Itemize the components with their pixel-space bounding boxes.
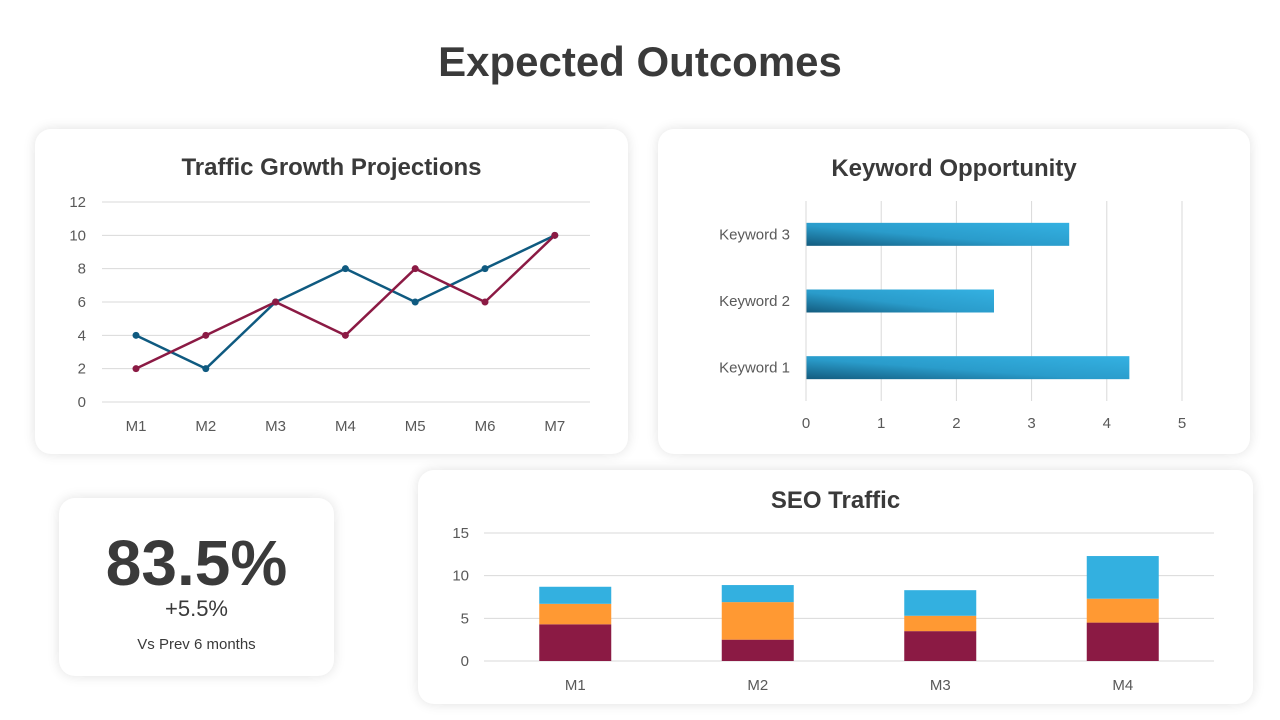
bar (806, 356, 1130, 380)
data-point (481, 265, 489, 273)
bar-segment-series-1 (539, 624, 612, 661)
x-tick-label: 0 (802, 415, 810, 432)
y-tick-label: 2 (78, 361, 86, 378)
data-point (411, 298, 419, 306)
x-tick-label: 1 (877, 415, 885, 432)
x-tick-label: M3 (930, 677, 951, 694)
x-tick-label: M1 (126, 418, 147, 435)
kpi-caption: Vs Prev 6 months (137, 636, 256, 653)
kpi-change: +5.5% (165, 596, 228, 621)
y-tick-label: 12 (69, 194, 86, 211)
y-category-label: Keyword 2 (719, 293, 790, 310)
data-point (481, 298, 489, 306)
x-tick-label: M1 (565, 677, 586, 694)
traffic-line-chart: 0 2 4 6 8 10 12 M1 M2 M3 M4 M5 M6 M7 (69, 194, 590, 435)
data-point (411, 265, 419, 273)
data-point (341, 265, 349, 273)
data-point (341, 331, 349, 339)
y-tick-label: 6 (78, 294, 86, 311)
y-tick-label: 0 (78, 394, 86, 411)
data-point (272, 298, 280, 306)
x-tick-label: 4 (1103, 415, 1111, 432)
y-tick-label: 10 (69, 227, 86, 244)
bar-segment-series-2 (1086, 598, 1159, 623)
bar (806, 222, 1070, 246)
y-category-label: Keyword 3 (719, 226, 790, 243)
bar-segment-series-2 (539, 603, 612, 625)
bar-segment-series-3 (539, 586, 612, 604)
bar-segment-series-3 (1086, 556, 1159, 599)
x-tick-label: M2 (747, 677, 768, 694)
kpi-value: 83.5% (105, 527, 288, 599)
x-tick-label: M3 (265, 418, 286, 435)
x-tick-label: M4 (335, 418, 356, 435)
data-point (202, 365, 210, 373)
y-tick-label: 4 (78, 327, 86, 344)
data-point (202, 331, 210, 339)
x-tick-label: M7 (544, 418, 565, 435)
x-tick-label: 5 (1178, 415, 1186, 432)
bar-segment-series-2 (721, 602, 794, 640)
bar (806, 289, 994, 313)
y-category-label: Keyword 1 (719, 360, 790, 377)
seo-chart-title: SEO Traffic (770, 487, 901, 514)
bar-segment-series-3 (904, 590, 977, 616)
x-tick-label: M6 (475, 418, 496, 435)
x-tick-label: M4 (1112, 677, 1133, 694)
bar-segment-series-1 (721, 639, 794, 661)
bar-segment-series-1 (904, 631, 977, 661)
keyword-opportunity-card: Keyword Opportunity 0 1 2 3 4 5 Keyword 1 Keywo… (658, 129, 1250, 454)
keyword-bar-chart: 0 1 2 3 4 5 Keyword 1 Keyword 2 Keyword 3 (719, 201, 1186, 432)
x-tick-label: M2 (195, 418, 216, 435)
y-tick-label: 5 (461, 610, 469, 627)
kpi-card: 83.5% +5.5% Vs Prev 6 months (59, 498, 334, 676)
y-tick-label: 0 (461, 653, 469, 670)
y-tick-label: 8 (78, 261, 86, 278)
data-point (132, 365, 140, 373)
seo-stacked-bar-chart: 0 5 10 15 M1 M2 M3 M4 (452, 525, 1214, 694)
data-point (132, 331, 140, 339)
bar-segment-series-1 (1086, 622, 1159, 661)
y-tick-label: 10 (452, 568, 469, 585)
x-tick-label: M5 (405, 418, 426, 435)
x-tick-label: 3 (1027, 415, 1035, 432)
x-tick-label: 2 (952, 415, 960, 432)
bar-segment-series-2 (904, 615, 977, 632)
keyword-chart-title: Keyword Opportunity (831, 155, 1077, 182)
traffic-growth-card: Traffic Growth Projections 0 2 4 6 8 10 12 M1 M2… (35, 129, 628, 454)
data-point (551, 231, 559, 239)
bar-segment-series-3 (721, 585, 794, 603)
page-title: Expected Outcomes (438, 38, 842, 85)
y-tick-label: 15 (452, 525, 469, 542)
traffic-chart-title: Traffic Growth Projections (181, 154, 482, 181)
seo-traffic-card: SEO Traffic 0 5 10 15 M1 M2 M3 M4 (418, 470, 1253, 704)
